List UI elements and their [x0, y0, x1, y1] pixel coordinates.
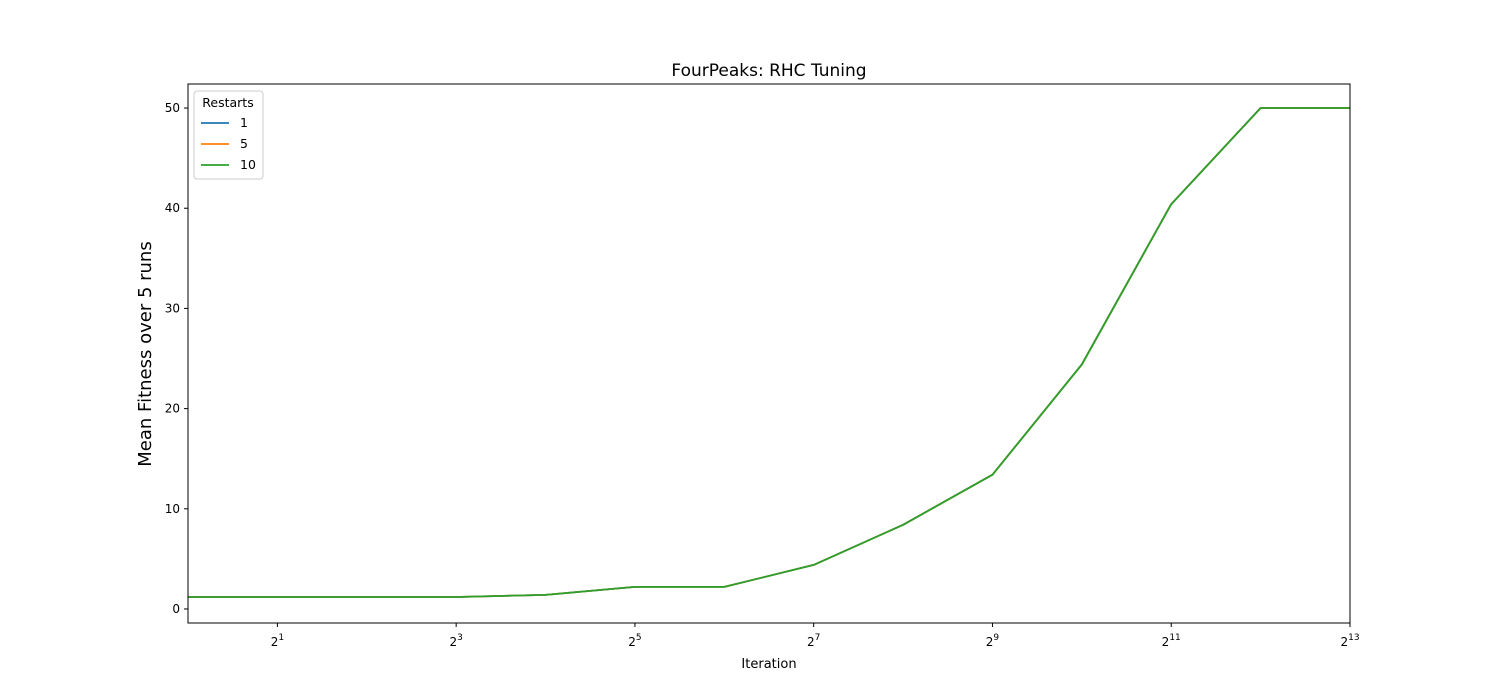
- legend-label-5: 5: [240, 136, 248, 151]
- chart-title: FourPeaks: RHC Tuning: [671, 61, 866, 81]
- x-tick-label: 27: [807, 633, 820, 649]
- x-tick-base: 2: [449, 635, 457, 649]
- x-tick-label: 213: [1340, 633, 1359, 649]
- y-tick-label: 20: [165, 402, 180, 416]
- x-tick-base: 2: [1162, 635, 1170, 649]
- legend-label-10: 10: [240, 157, 256, 172]
- series-line-5: [188, 108, 1350, 597]
- x-tick-base: 2: [628, 635, 636, 649]
- x-tick-label: 23: [449, 633, 462, 649]
- y-axis-label: Mean Fitness over 5 runs: [135, 241, 156, 466]
- legend: Restarts 1 5 10: [194, 91, 263, 179]
- y-tick-label: 30: [165, 301, 180, 315]
- axes-frame: [188, 84, 1350, 623]
- x-tick-exponent: 7: [815, 633, 821, 643]
- x-tick-label: 29: [986, 633, 1000, 649]
- x-tick-label: 25: [628, 633, 641, 649]
- x-tick-base: 2: [986, 635, 994, 649]
- x-tick-base: 2: [271, 635, 279, 649]
- x-tick-exponent: 5: [636, 633, 642, 643]
- x-tick-exponent: 1: [278, 633, 284, 643]
- y-tick-label: 40: [165, 201, 180, 215]
- x-tick-exponent: 3: [457, 633, 463, 643]
- y-tick-label: 10: [165, 502, 180, 516]
- x-tick-exponent: 13: [1348, 633, 1359, 643]
- x-axis-label: Iteration: [741, 657, 796, 672]
- x-tick-label: 211: [1162, 633, 1181, 649]
- legend-label-1: 1: [240, 115, 248, 130]
- x-tick-base: 2: [807, 635, 815, 649]
- y-tick-label: 0: [172, 602, 180, 616]
- series-line-10: [188, 108, 1350, 597]
- x-tick-exponent: 9: [993, 633, 999, 643]
- series-line-1: [188, 108, 1350, 597]
- legend-title: Restarts: [202, 95, 253, 110]
- x-tick-label: 21: [271, 633, 284, 649]
- y-tick-label: 50: [165, 101, 180, 115]
- x-tick-exponent: 11: [1169, 633, 1180, 643]
- x-tick-base: 2: [1340, 635, 1348, 649]
